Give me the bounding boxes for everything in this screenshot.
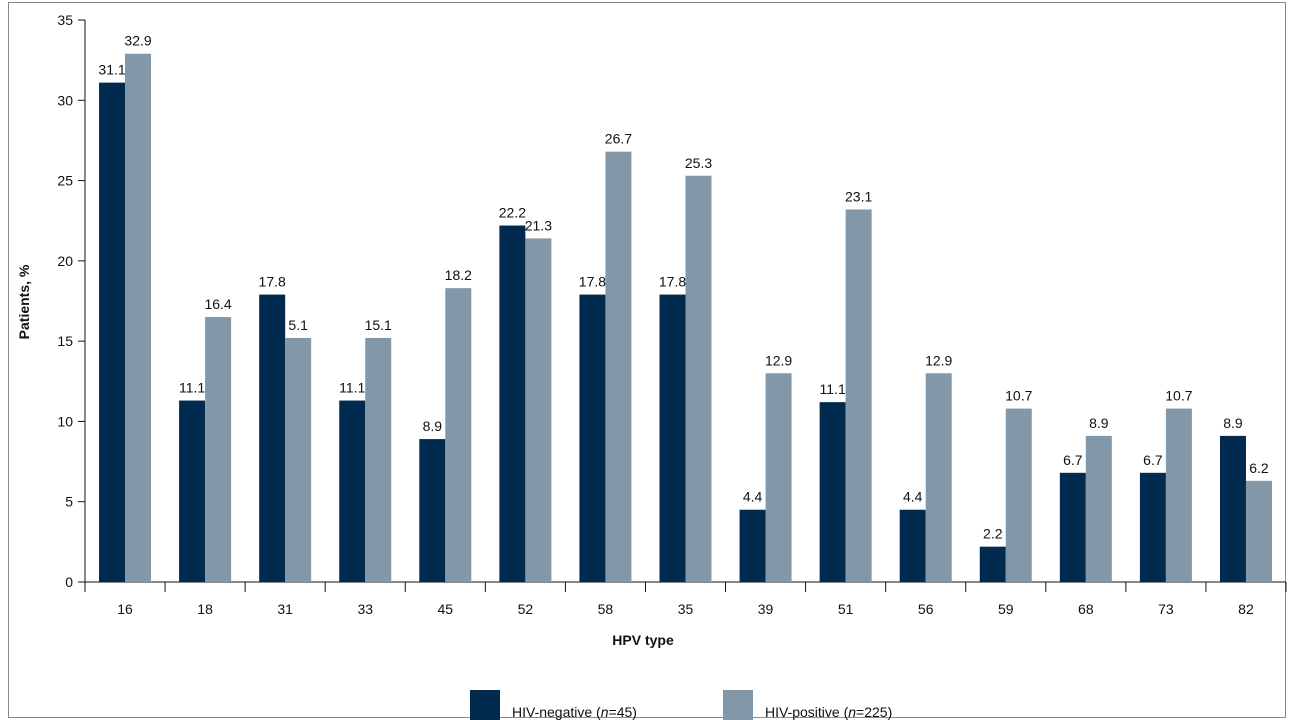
bar-hiv-positive — [605, 151, 632, 582]
bar-hiv-positive — [925, 373, 952, 582]
data-label: 22.2 — [499, 205, 526, 221]
data-label: 15.1 — [365, 317, 392, 333]
bar-hiv-positive — [1165, 408, 1192, 582]
bar-hiv-positive — [125, 53, 152, 583]
data-label: 10.7 — [1005, 388, 1032, 404]
data-label: 8.9 — [1089, 415, 1109, 431]
legend-swatch-hiv-positive — [723, 690, 753, 720]
data-label: 5.1 — [288, 317, 308, 333]
data-label: 18.2 — [445, 267, 472, 283]
y-tick-label: 5 — [65, 494, 73, 510]
bar-hiv-positive — [765, 373, 792, 582]
data-label: 12.9 — [765, 352, 792, 368]
x-tick-label: 45 — [438, 601, 454, 617]
bar-hiv-negative — [579, 294, 606, 582]
bar-hiv-negative — [1139, 472, 1166, 582]
data-label: 11.1 — [820, 381, 846, 397]
data-label: 6.7 — [1063, 452, 1083, 468]
bar-hiv-positive — [685, 175, 712, 583]
data-label: 17.8 — [659, 274, 686, 290]
x-tick-label: 68 — [1078, 601, 1094, 617]
x-axis: 16 18 31 33 45 52 58 35 39 51 56 59 68 73 82 — [78, 581, 1287, 617]
bar-hiv-positive — [1085, 435, 1112, 582]
bar-hiv-negative — [259, 294, 286, 582]
bar-hiv-negative — [99, 82, 126, 582]
data-label: 11.1 — [179, 380, 205, 396]
x-tick-label: 73 — [1158, 601, 1174, 617]
bar-hiv-negative — [659, 294, 686, 582]
y-tick-label: 25 — [57, 173, 73, 189]
data-label: 10.7 — [1165, 388, 1192, 404]
legend-item-hiv-negative: HIV-negative (n=45) — [470, 688, 637, 720]
bar-hiv-positive — [1245, 480, 1272, 582]
bar-hiv-positive — [845, 209, 872, 582]
x-tick-label: 51 — [838, 601, 854, 617]
data-label: 31.1 — [98, 62, 125, 78]
data-label: 12.9 — [925, 352, 952, 368]
bar-hiv-positive — [205, 317, 232, 582]
y-tick-label: 35 — [57, 12, 73, 28]
data-label: 32.9 — [124, 33, 151, 49]
x-tick-label: 31 — [277, 601, 293, 617]
bar-hiv-positive — [285, 337, 312, 582]
bar-hiv-negative — [819, 402, 846, 582]
chart-frame — [8, 2, 1286, 718]
bar-hiv-negative — [499, 225, 526, 582]
bar-hiv-positive — [1005, 408, 1032, 582]
data-label: 4.4 — [743, 489, 763, 505]
data-label: 17.8 — [259, 274, 286, 290]
data-label: 6.7 — [1143, 452, 1163, 468]
data-label: 25.3 — [685, 155, 712, 171]
x-tick-label: 82 — [1238, 601, 1254, 617]
x-tick-label: 58 — [598, 601, 614, 617]
x-tick-label: 35 — [678, 601, 694, 617]
x-tick-label: 56 — [918, 601, 934, 617]
data-labels: 31.1 11.1 17.8 11.1 8.9 22.2 17.8 17.8 4.4 11.1 4.… — [98, 33, 1268, 542]
bar-hiv-negative — [179, 400, 206, 582]
bar-hiv-negative — [419, 439, 446, 582]
bar-hiv-negative — [1059, 472, 1086, 582]
data-label: 11.1 — [339, 380, 365, 396]
x-axis-title: HPV type — [612, 632, 674, 648]
data-label: 2.2 — [983, 526, 1003, 542]
bar-hiv-negative — [1219, 435, 1246, 582]
y-tick-label: 30 — [57, 92, 73, 108]
data-label: 16.4 — [204, 296, 231, 312]
legend-item-hiv-positive: HIV-positive (n=225) — [723, 688, 892, 720]
y-tick-label: 10 — [57, 413, 73, 429]
data-label: 26.7 — [605, 131, 632, 147]
bar-hiv-positive — [525, 238, 552, 582]
bar-hiv-negative — [899, 509, 926, 582]
y-axis-title: Patients, % — [16, 264, 32, 339]
y-tick-label: 0 — [65, 574, 73, 590]
x-tick-label: 52 — [518, 601, 534, 617]
y-tick-label: 20 — [57, 253, 73, 269]
bar-hiv-negative — [739, 509, 766, 582]
bar-hiv-negative — [339, 400, 366, 582]
data-label: 23.1 — [845, 188, 872, 204]
bar-hiv-negative — [979, 546, 1006, 582]
data-label: 21.3 — [525, 217, 552, 233]
data-label: 4.4 — [903, 489, 923, 505]
legend-swatch-hiv-negative — [470, 690, 500, 720]
y-axis: 0 5 10 15 20 25 30 35 — [57, 12, 86, 590]
data-label: 8.9 — [1223, 415, 1243, 431]
bar-chart: 0 5 10 15 20 25 30 35 16 18 31 33 45 52 58 35 39 51 56 59 6… — [16, 12, 1287, 648]
x-tick-label: 33 — [357, 601, 373, 617]
x-tick-label: 39 — [758, 601, 774, 617]
bar-hiv-positive — [365, 337, 392, 582]
data-label: 8.9 — [423, 418, 443, 434]
bars — [99, 53, 1272, 583]
x-tick-label: 16 — [117, 601, 133, 617]
x-tick-label: 18 — [197, 601, 213, 617]
legend: HIV-negative (n=45) HIV-positive (n=225) — [0, 688, 1296, 720]
data-label: 6.2 — [1249, 460, 1269, 476]
legend-label-hiv-negative: HIV-negative (n=45) — [512, 704, 637, 720]
data-label: 17.8 — [579, 274, 606, 290]
legend-label-hiv-positive: HIV-positive (n=225) — [765, 704, 893, 720]
x-tick-label: 59 — [998, 601, 1014, 617]
bar-hiv-positive — [445, 288, 472, 582]
y-tick-label: 15 — [57, 333, 73, 349]
